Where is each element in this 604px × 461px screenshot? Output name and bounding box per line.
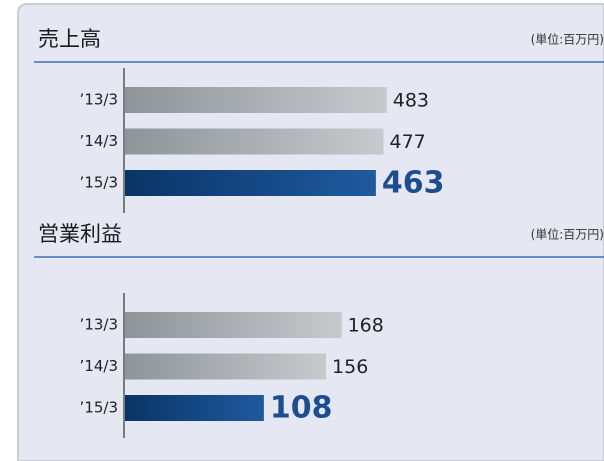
bar bbox=[125, 128, 384, 155]
bar bbox=[125, 87, 387, 113]
value-label: 483 bbox=[393, 90, 429, 112]
panel bbox=[17, 3, 604, 461]
value-label: 108 bbox=[270, 391, 333, 426]
value-label: 477 bbox=[389, 131, 425, 153]
category-label: ’13/3 bbox=[80, 91, 118, 109]
value-label: 156 bbox=[332, 356, 368, 378]
category-label: ’15/3 bbox=[80, 399, 118, 417]
bar bbox=[125, 395, 264, 421]
category-label: ’15/3 bbox=[80, 174, 118, 192]
unit-label: (単位:百万円) bbox=[531, 32, 604, 47]
bar bbox=[125, 312, 342, 338]
category-label: ’14/3 bbox=[80, 132, 118, 150]
category-label: ’14/3 bbox=[80, 357, 118, 375]
value-label: 168 bbox=[348, 315, 384, 337]
unit-label: (単位:百万円) bbox=[531, 227, 604, 242]
bar bbox=[125, 170, 376, 196]
bar bbox=[125, 353, 327, 380]
value-label: 463 bbox=[382, 166, 445, 201]
chart-title: 営業利益 bbox=[38, 222, 122, 246]
chart-title: 売上高 bbox=[38, 27, 101, 51]
category-label: ’13/3 bbox=[80, 316, 118, 334]
